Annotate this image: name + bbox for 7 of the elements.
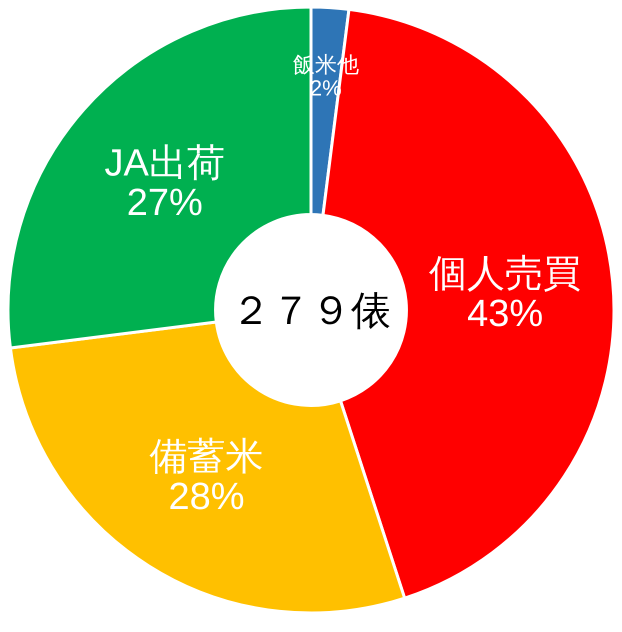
slice-label: 備蓄米 — [150, 436, 264, 478]
data-label: 43% — [467, 292, 544, 335]
text: ２７９俵 — [231, 289, 391, 333]
data-label: 28% — [168, 476, 245, 518]
slice-label: 個人売買 — [429, 252, 582, 295]
data-label: 27% — [126, 182, 203, 224]
slice-label: JA出荷 — [104, 142, 225, 184]
